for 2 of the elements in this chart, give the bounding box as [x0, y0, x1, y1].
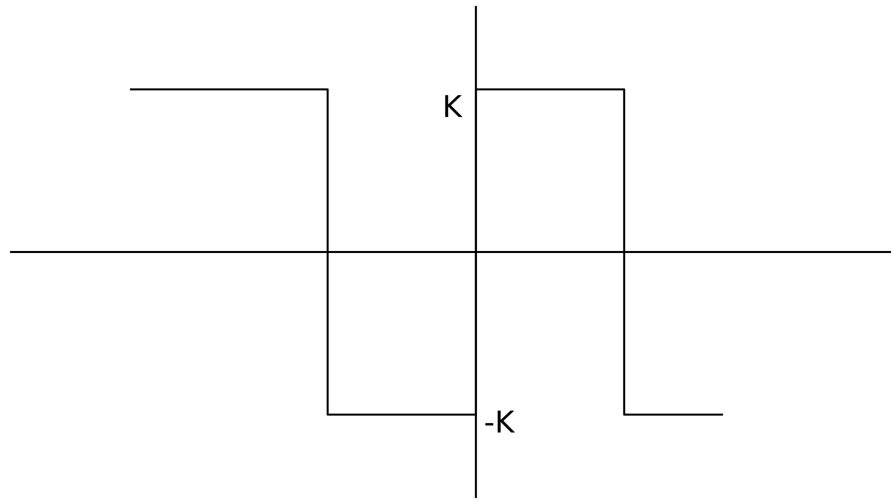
annotation: K — [442, 90, 464, 126]
annotation: -K — [484, 405, 516, 440]
